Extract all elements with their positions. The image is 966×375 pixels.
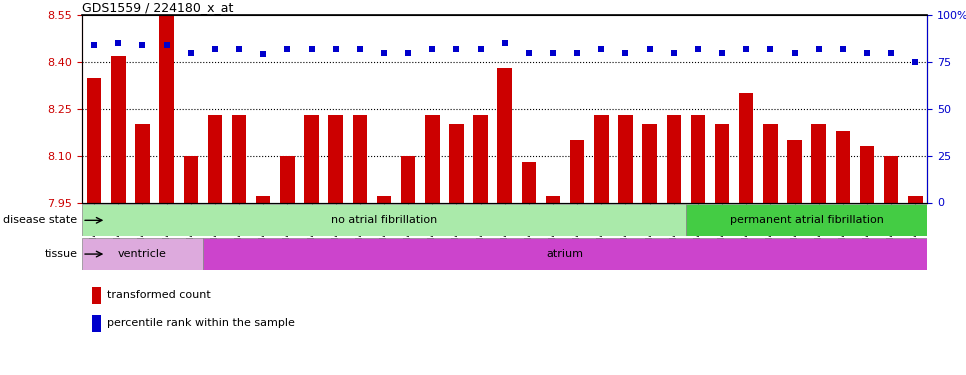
Bar [667,115,681,202]
Bar [884,156,898,203]
Point [377,50,392,55]
Bar [92,287,101,304]
Bar [860,146,874,202]
Bar [594,115,609,202]
Point [184,50,199,55]
Point [255,51,270,57]
Bar [353,115,367,202]
Text: no atrial fibrillation: no atrial fibrillation [331,215,437,225]
Point [641,46,657,52]
Point [473,46,489,52]
Point [449,46,465,52]
Text: permanent atrial fibrillation: permanent atrial fibrillation [729,215,884,225]
Text: tissue: tissue [44,249,77,259]
Point [787,50,803,55]
Bar [184,156,198,203]
Point [158,42,175,48]
Bar [82,238,203,270]
Bar [232,115,246,202]
Point [667,50,682,55]
Point [546,50,561,55]
Point [135,42,151,48]
Point [232,46,247,52]
Point [884,50,899,55]
Bar [811,124,826,202]
Text: percentile rank within the sample: percentile rank within the sample [107,318,295,328]
Point [328,46,344,52]
Bar [135,124,150,202]
Bar [328,115,343,202]
Point [522,50,537,55]
Bar [401,156,415,203]
Bar [570,140,584,202]
Text: ventricle: ventricle [118,249,167,259]
Point [835,46,851,52]
Bar [836,130,850,203]
Point [763,46,779,52]
Bar [642,124,657,202]
Bar [203,238,927,270]
Bar [763,124,778,202]
Bar [159,15,174,202]
Bar [82,204,686,236]
Bar [522,162,536,202]
Text: atrium: atrium [547,249,583,259]
Bar [304,115,319,202]
Bar [92,315,101,332]
Point [690,46,705,52]
Point [593,46,610,52]
Point [811,46,827,52]
Bar [787,140,802,202]
Bar [449,124,464,202]
Point [111,40,126,46]
Bar [691,115,705,202]
Bar [546,196,560,202]
Bar [87,78,101,203]
Bar [111,56,126,202]
Bar [739,93,753,202]
Point [715,50,730,55]
Point [860,50,875,55]
Bar [686,204,927,236]
Text: transformed count: transformed count [107,290,211,300]
Point [280,46,296,52]
Point [497,40,513,46]
Text: disease state: disease state [3,215,77,225]
Bar [908,196,923,202]
Bar [473,115,488,202]
Bar [715,124,729,202]
Bar [377,196,391,202]
Bar [208,115,222,202]
Point [304,46,320,52]
Point [739,46,754,52]
Text: GDS1559 / 224180_x_at: GDS1559 / 224180_x_at [82,1,234,14]
Point [425,46,440,52]
Point [908,59,923,65]
Bar [280,156,295,203]
Point [618,50,634,55]
Point [570,50,585,55]
Bar [497,68,512,203]
Bar [425,115,440,202]
Bar [256,196,270,202]
Point [87,42,102,48]
Point [208,46,223,52]
Point [353,46,368,52]
Point [401,50,416,55]
Bar [618,115,633,202]
